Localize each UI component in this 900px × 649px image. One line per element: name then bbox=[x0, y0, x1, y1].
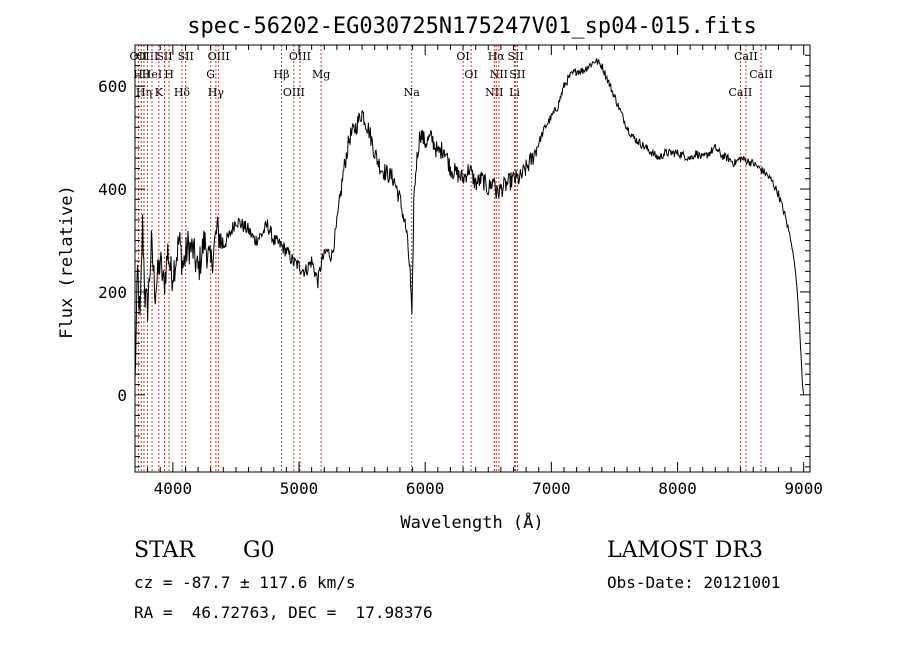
plot-frame bbox=[134, 44, 811, 473]
x-tick-label: 6000 bbox=[406, 479, 445, 498]
line-marker-label: Hα bbox=[488, 50, 506, 63]
axis-ticks: 4000 5000 6000 7000 8000 9000 0 200 400 600 bbox=[98, 44, 823, 498]
line-marker-label: OIII bbox=[283, 86, 305, 99]
line-marker-label: Hη bbox=[136, 86, 152, 99]
object-subclass: G0 bbox=[243, 538, 275, 563]
emission-line-markers: OII Hθ Hη OIII HeI K SII HHδ SII G Hγ OIII Hβ OIII OII… bbox=[130, 45, 773, 472]
line-marker-label: SII bbox=[156, 50, 172, 63]
line-marker-label: CaII bbox=[729, 86, 753, 99]
observation-date: Obs-Date: 20121001 bbox=[607, 573, 781, 592]
line-marker-label: OI bbox=[456, 50, 469, 63]
line-marker-label: OIII bbox=[136, 50, 158, 63]
y-axis-label: Flux (relative) bbox=[57, 185, 77, 339]
x-tick-label: 9000 bbox=[784, 479, 823, 498]
survey-label: LAMOST DR3 bbox=[607, 538, 763, 563]
line-marker-label: NII bbox=[490, 68, 508, 81]
y-tick-label: 600 bbox=[98, 77, 127, 96]
spectrum-line bbox=[134, 58, 805, 395]
line-marker-label: CaII bbox=[734, 50, 758, 63]
line-marker-label: OII bbox=[130, 50, 148, 63]
line-marker-label: Hθ bbox=[133, 68, 150, 81]
line-marker-label: SII bbox=[178, 50, 194, 63]
line-marker-label: SII bbox=[509, 68, 525, 81]
line-marker-label: H bbox=[164, 68, 174, 81]
line-marker-label: OIII bbox=[289, 50, 311, 63]
x-tick-label: 4000 bbox=[154, 479, 193, 498]
line-marker-label: Mg bbox=[312, 68, 330, 81]
line-marker-label: HeI bbox=[142, 68, 162, 81]
line-marker-label: Li bbox=[509, 86, 520, 99]
line-marker-label: NII bbox=[485, 86, 503, 99]
spectrum-series bbox=[134, 58, 805, 395]
x-tick-label: 8000 bbox=[658, 479, 697, 498]
chart-title: spec-56202-EG030725N175247V01_sp04-015.f… bbox=[187, 14, 757, 39]
sky-coordinates: RA = 46.72763, DEC = 17.98376 bbox=[134, 603, 433, 622]
y-tick-label: 400 bbox=[98, 180, 127, 199]
object-class: STAR bbox=[134, 538, 195, 563]
line-marker-label: Hγ bbox=[208, 86, 225, 99]
line-marker-label: Na bbox=[404, 86, 421, 99]
x-tick-label: 5000 bbox=[280, 479, 319, 498]
line-marker-label: OIII bbox=[208, 50, 230, 63]
redshift-cz: cz = -87.7 ± 117.6 km/s bbox=[134, 573, 356, 592]
line-marker-label: G bbox=[206, 68, 215, 81]
line-marker-label: Hδ bbox=[174, 86, 191, 99]
line-marker-label: Hβ bbox=[274, 68, 290, 81]
x-tick-label: 7000 bbox=[532, 479, 571, 498]
x-axis-label: Wavelength (Å) bbox=[400, 511, 543, 533]
line-marker-label: OI bbox=[464, 68, 477, 81]
line-marker-label: K bbox=[155, 86, 164, 99]
y-tick-label: 0 bbox=[117, 386, 127, 405]
y-tick-label: 200 bbox=[98, 283, 127, 302]
line-marker-label: SII bbox=[508, 50, 524, 63]
line-marker-label: CaII bbox=[749, 68, 773, 81]
